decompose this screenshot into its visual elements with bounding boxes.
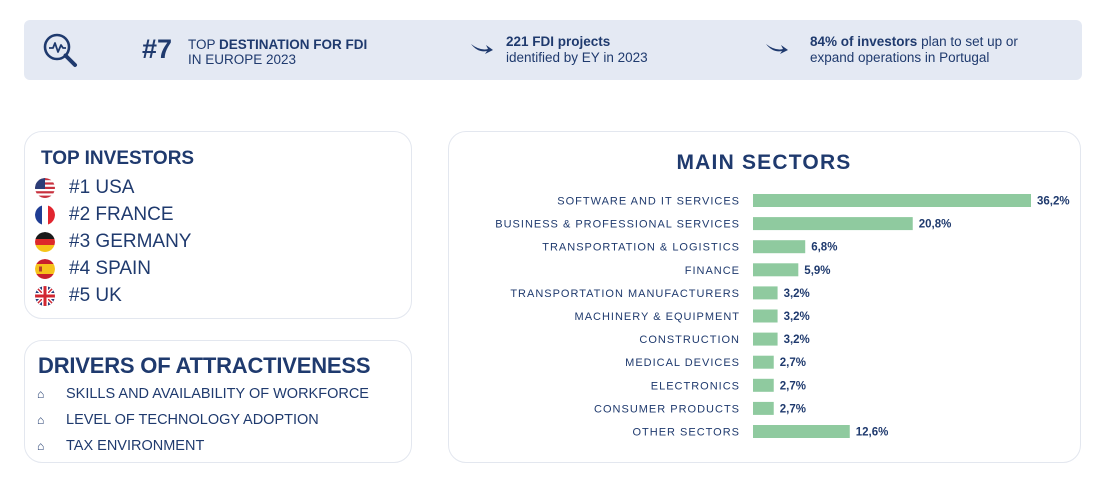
driver-item: ⌂ TAX ENVIRONMENT xyxy=(37,433,369,459)
investors-plan-stat: 84% of investors plan to set up or expan… xyxy=(810,34,1018,66)
sector-bar xyxy=(753,378,774,392)
investor-item: #5 UK xyxy=(35,282,191,309)
investor-label: #3 GERMANY xyxy=(69,230,192,252)
drivers-list: ⌂ SKILLS AND AVAILABILITY OF WORKFORCE ⌂… xyxy=(37,381,369,459)
fdi-projects-rest: identified by EY in 2023 xyxy=(506,50,648,65)
usa-flag-icon xyxy=(35,177,55,198)
value-label: 3,2% xyxy=(784,334,810,346)
main-sectors-card: MAIN SECTORS SOFTWARE AND IT SERVICES 36,… xyxy=(448,131,1081,463)
sector-bar xyxy=(753,217,913,231)
main-sectors-chart: MAIN SECTORS SOFTWARE AND IT SERVICES 36,… xyxy=(495,151,1070,439)
home-bullet-icon: ⌂ xyxy=(37,387,45,401)
category-label: TRANSPORTATION & LOGISTICS xyxy=(542,242,740,254)
top-investors-title: TOP INVESTORS xyxy=(41,148,195,169)
investors-plan-bold: 84% of investors xyxy=(810,34,918,49)
drivers-card: DRIVERS OF ATTRACTIVENESS ⌂ SKILLS AND A… xyxy=(24,340,412,463)
uk-flag-icon xyxy=(35,285,55,306)
magnifier-chart-icon xyxy=(43,33,77,67)
investor-item: #2 FRANCE xyxy=(35,201,191,228)
value-label: 2,7% xyxy=(780,403,806,415)
rank-prefix: TOP xyxy=(188,37,216,52)
category-label: OTHER SECTORS xyxy=(632,427,740,439)
value-label: 2,7% xyxy=(780,380,806,392)
category-label: ELECTRONICS xyxy=(651,380,740,392)
value-label: 3,2% xyxy=(784,311,810,323)
sector-bar xyxy=(753,401,774,415)
sector-bar xyxy=(753,355,774,369)
rank-bold-text: DESTINATION FOR FDI xyxy=(219,37,368,52)
fdi-projects-stat: 221 FDI projects identified by EY in 202… xyxy=(506,34,648,66)
fdi-projects-bold: 221 FDI projects xyxy=(506,34,611,49)
drivers-title: DRIVERS OF ATTRACTIVENESS xyxy=(38,353,371,378)
value-label: 36,2% xyxy=(1037,196,1070,208)
rank-line2: IN EUROPE 2023 xyxy=(188,52,297,67)
category-label: BUSINESS & PROFESSIONAL SERVICES xyxy=(495,219,740,231)
sector-bar xyxy=(753,194,1031,207)
investor-label: #5 UK xyxy=(69,284,122,306)
investor-label: #4 SPAIN xyxy=(69,257,152,279)
category-label: MEDICAL DEVICES xyxy=(625,357,740,369)
driver-label: LEVEL OF TECHNOLOGY ADOPTION xyxy=(66,412,319,428)
spain-flag-icon xyxy=(35,258,55,279)
sector-bar xyxy=(753,425,850,438)
top-banner: #7 TOP DESTINATION FOR FDI IN EUROPE 202… xyxy=(24,20,1082,80)
sector-bar xyxy=(753,263,799,277)
value-label: 2,7% xyxy=(780,357,806,369)
category-label: TRANSPORTATION MANUFACTURERS xyxy=(510,288,740,300)
value-label: 6,8% xyxy=(811,242,837,254)
category-label: FINANCE xyxy=(685,265,740,277)
investor-label: #1 USA xyxy=(69,176,135,198)
rank-description: TOP DESTINATION FOR FDI IN EUROPE 2023 xyxy=(188,37,367,67)
driver-label: SKILLS AND AVAILABILITY OF WORKFORCE xyxy=(66,386,369,402)
investor-label: #2 FRANCE xyxy=(69,203,174,225)
value-label: 20,8% xyxy=(919,219,952,231)
chart-title: MAIN SECTORS xyxy=(676,151,851,174)
rank-number: #7 xyxy=(142,34,173,64)
sector-bar xyxy=(753,286,778,300)
investor-item: #3 GERMANY xyxy=(35,228,191,255)
value-label: 3,2% xyxy=(784,288,810,300)
sector-bar xyxy=(753,240,806,254)
france-flag-icon xyxy=(35,204,55,225)
home-bullet-icon: ⌂ xyxy=(37,413,45,427)
top-investors-card: TOP INVESTORS #1 USA xyxy=(24,131,412,319)
germany-flag-icon xyxy=(35,231,55,252)
category-label: MACHINERY & EQUIPMENT xyxy=(575,311,740,323)
value-label: 12,6% xyxy=(856,427,889,439)
investor-item: #4 SPAIN xyxy=(35,255,191,282)
investor-item: #1 USA xyxy=(35,174,191,201)
value-label: 5,9% xyxy=(804,265,830,277)
driver-item: ⌂ LEVEL OF TECHNOLOGY ADOPTION xyxy=(37,407,369,433)
sector-bar xyxy=(753,309,778,323)
category-label: SOFTWARE AND IT SERVICES xyxy=(557,196,740,208)
driver-item: ⌂ SKILLS AND AVAILABILITY OF WORKFORCE xyxy=(37,381,369,407)
category-label: CONSUMER PRODUCTS xyxy=(594,403,740,415)
arrow-right-icon xyxy=(766,44,788,54)
arrow-right-icon xyxy=(471,44,493,54)
driver-label: TAX ENVIRONMENT xyxy=(66,438,205,454)
sector-bar xyxy=(753,332,778,346)
investors-plan-rest2: expand operations in Portugal xyxy=(810,50,990,65)
investors-list: #1 USA #2 FRANCE #3 xyxy=(35,174,191,309)
investors-plan-rest1: plan to set up or xyxy=(921,34,1018,49)
home-bullet-icon: ⌂ xyxy=(37,439,45,453)
category-label: CONSTRUCTION xyxy=(639,334,740,346)
